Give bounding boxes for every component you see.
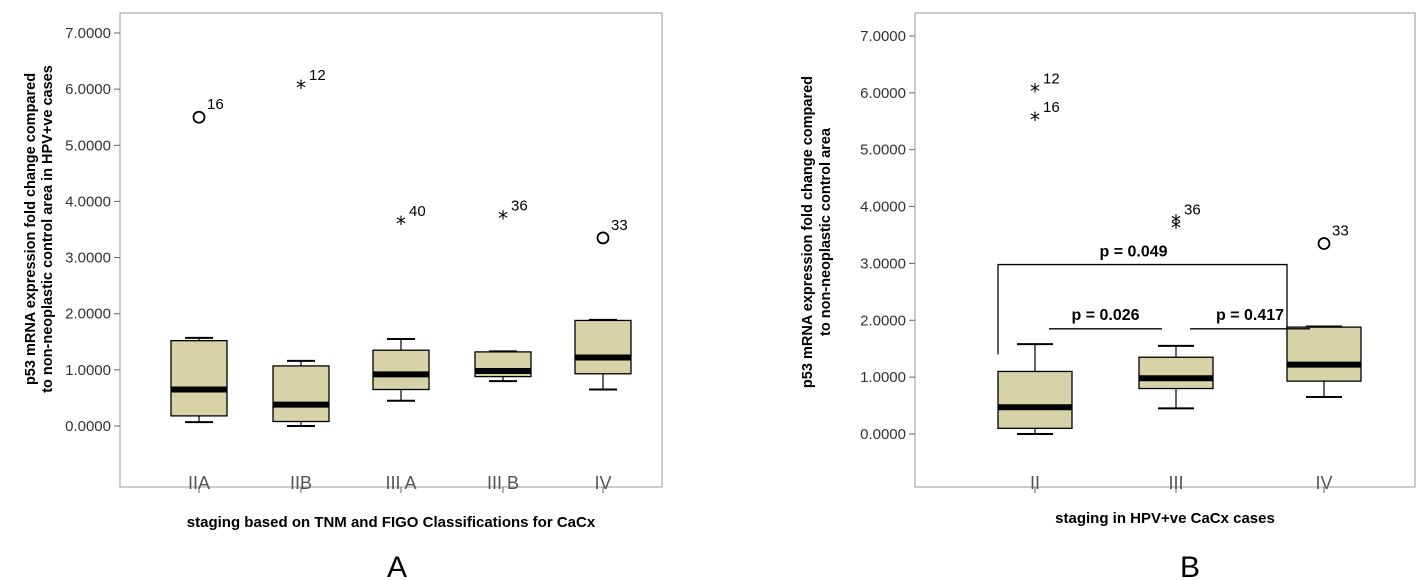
- outlier-label: 12: [1043, 71, 1060, 88]
- y-axis-label: to non-neoplastic control area: [818, 127, 834, 336]
- outlier-label: 36: [1184, 201, 1201, 218]
- iqr-box: [1286, 326, 1362, 382]
- outlier-label: 16: [1043, 99, 1060, 116]
- iqr-box: [170, 340, 228, 417]
- outlier-star: *: [1030, 108, 1040, 132]
- outlier-label: 12: [309, 67, 326, 84]
- significance-bracket: [997, 263, 1288, 355]
- x-tick-label: III: [1168, 473, 1183, 493]
- significance-annotation: p = 0.417: [1190, 307, 1310, 330]
- box-iii: [1138, 344, 1214, 410]
- p-value-label: p = 0.049: [1099, 244, 1167, 261]
- outlier-star: *: [296, 76, 306, 100]
- outlier-star: *: [1030, 80, 1040, 104]
- p-value-label: p = 0.026: [1071, 307, 1139, 324]
- outlier-star: *: [1171, 216, 1181, 240]
- x-tick-label: IV: [594, 473, 611, 493]
- plot-frame: [914, 12, 1416, 488]
- outlier-label: 33: [1332, 223, 1349, 240]
- box-iiia: [372, 337, 430, 402]
- plot-frame: [119, 12, 663, 488]
- x-tick-label: II: [1030, 473, 1040, 493]
- iqr-box: [997, 370, 1073, 429]
- outlier-label: 36: [511, 197, 528, 214]
- y-tick-label: 1.0000: [65, 362, 111, 379]
- outlier-circle: [192, 110, 206, 124]
- y-tick-label: 5.0000: [65, 137, 111, 154]
- x-tick-label: III B: [487, 473, 519, 493]
- box-iiib: [474, 350, 532, 383]
- y-tick-label: 5.0000: [860, 142, 906, 159]
- x-tick-label: IV: [1315, 473, 1332, 493]
- panel-label: A: [387, 551, 407, 580]
- outlier-circle: [596, 231, 610, 245]
- chart-panel-b: 0.0000 1.0000 2.0000 3.0000 4.0000 5.0000 6.00…: [800, 12, 1416, 580]
- x-tick-label: IIB: [290, 473, 312, 493]
- iqr-box: [1138, 356, 1214, 390]
- box-ii: [997, 343, 1073, 435]
- p-value-label: p = 0.417: [1216, 307, 1284, 324]
- box-iib: [272, 359, 330, 427]
- y-tick-label: 7.0000: [860, 28, 906, 45]
- x-axis-label: staging in HPV+ve CaCx cases: [1055, 510, 1275, 527]
- x-axis-label: staging based on TNM and FIGO Classifica…: [187, 514, 596, 531]
- outlier-star: *: [396, 212, 406, 236]
- iqr-box: [372, 349, 430, 391]
- outlier-star: *: [498, 206, 508, 230]
- panel-label: B: [1180, 551, 1200, 580]
- iqr-box: [272, 365, 330, 423]
- y-tick-label: 6.0000: [65, 81, 111, 98]
- box-iv: [1286, 325, 1362, 399]
- y-tick-label: 4.0000: [860, 199, 906, 216]
- box-iv: [574, 318, 632, 391]
- outlier-label: 33: [611, 217, 628, 234]
- y-tick-label: 3.0000: [65, 250, 111, 267]
- significance-annotation: p = 0.049: [997, 244, 1288, 355]
- outlier-label: 16: [207, 96, 224, 113]
- y-axis-label: to non-neoplastic control area in HPV+ve…: [40, 65, 56, 393]
- y-tick-label: 7.0000: [65, 25, 111, 42]
- y-tick-label: 6.0000: [860, 85, 906, 102]
- box-iia: [170, 336, 228, 424]
- x-tick-label: IIA: [188, 473, 210, 493]
- y-tick-label: 0.0000: [65, 418, 111, 435]
- outlier-label: 40: [409, 203, 426, 220]
- chart-panel-a: 0.0000 1.0000 2.0000 3.0000 4.0000 5.0000 6.00…: [23, 12, 663, 580]
- iqr-box: [574, 319, 632, 375]
- y-axis-label: p53 mRNA expression fold change compared: [800, 76, 816, 388]
- y-tick-label: 2.0000: [860, 312, 906, 329]
- significance-annotation: p = 0.026: [1049, 307, 1162, 330]
- y-tick-label: 0.0000: [860, 426, 906, 443]
- outlier-circle: [1317, 237, 1331, 250]
- x-tick-label: III A: [385, 473, 416, 493]
- y-tick-label: 4.0000: [65, 193, 111, 210]
- y-tick-label: 1.0000: [860, 369, 906, 386]
- y-tick-label: 2.0000: [65, 306, 111, 323]
- outlier-star: *: [1171, 210, 1181, 234]
- y-tick-label: 3.0000: [860, 255, 906, 272]
- y-axis-label: p53 mRNA expression fold change compared: [23, 73, 39, 385]
